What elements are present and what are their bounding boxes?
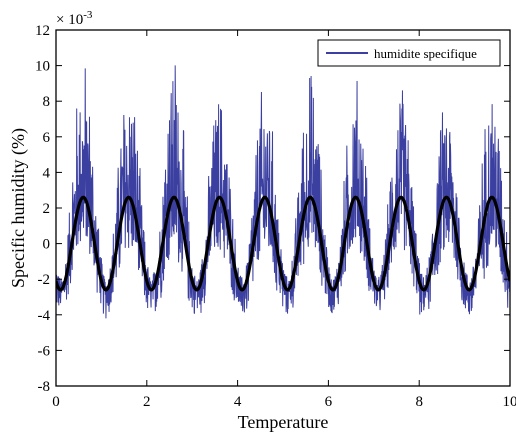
legend-label: humidite specifique bbox=[374, 46, 477, 61]
x-tick-label: 10 bbox=[503, 394, 516, 410]
y-tick-label: -2 bbox=[38, 272, 51, 288]
y-tick-label: 0 bbox=[43, 237, 51, 253]
y-tick-label: 6 bbox=[43, 130, 51, 146]
y-axis-label: Specific humidity (%) bbox=[8, 128, 29, 288]
series-smooth-line bbox=[56, 195, 510, 292]
y-tick-label: -8 bbox=[38, 379, 51, 395]
y-tick-label: 4 bbox=[43, 165, 51, 181]
y-tick-label: 8 bbox=[43, 94, 51, 110]
x-tick-label: 2 bbox=[143, 394, 151, 410]
x-axis-label: Temperature bbox=[238, 412, 329, 432]
x-tick-label: 6 bbox=[325, 394, 333, 410]
y-tick-label: 12 bbox=[35, 23, 50, 39]
y-tick-label: -4 bbox=[38, 308, 51, 324]
y-tick-label: 2 bbox=[43, 201, 51, 217]
legend: humidite specifique bbox=[317, 39, 501, 67]
x-tick-label: 8 bbox=[415, 394, 423, 410]
x-tick-label: 4 bbox=[234, 394, 242, 410]
y-tick-label: -6 bbox=[38, 343, 51, 359]
x-tick-label: 0 bbox=[52, 394, 60, 410]
y-exponent-label: × 10-3 bbox=[56, 9, 93, 28]
y-tick-label: 10 bbox=[35, 59, 50, 75]
